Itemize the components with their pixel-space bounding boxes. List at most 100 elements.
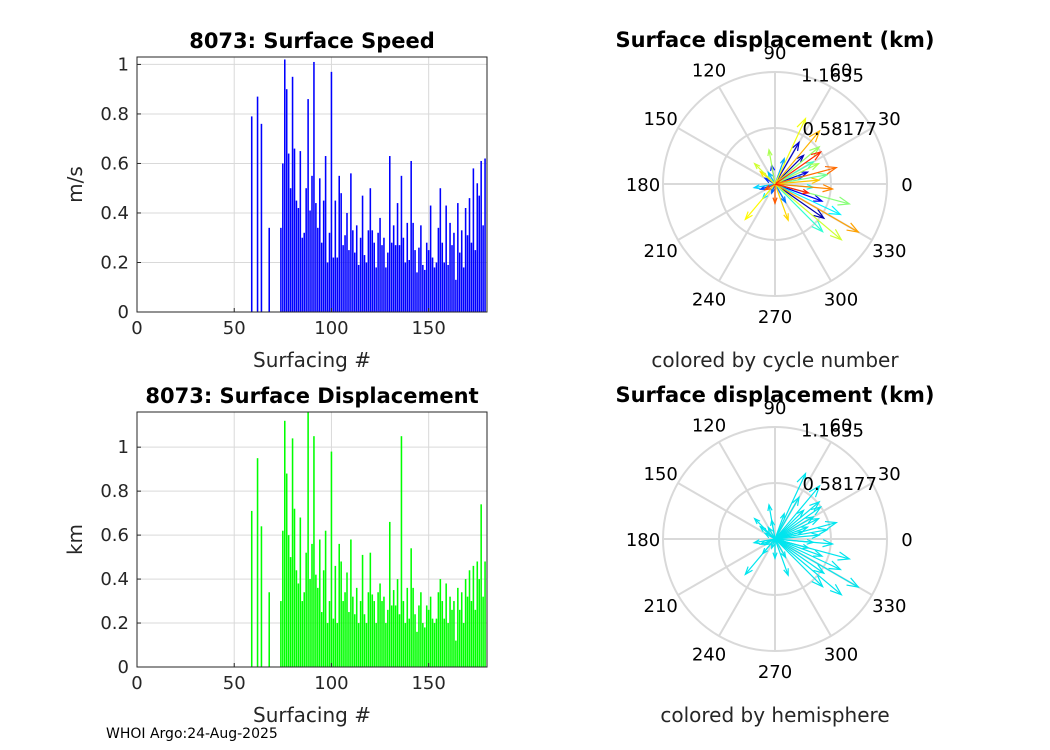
arrow-head (779, 512, 785, 520)
arrow-shaft (774, 501, 820, 540)
angle-label: 270 (758, 662, 792, 683)
displacement-arrow (774, 140, 800, 185)
arrow-shaft (774, 161, 814, 185)
bar (377, 232, 379, 312)
arrow-shaft (774, 538, 841, 571)
axes-box (136, 411, 488, 668)
arrow-shaft (744, 183, 776, 220)
y-tick-label: 0.4 (100, 203, 129, 224)
bar (478, 579, 480, 667)
bar (307, 99, 309, 313)
bar (330, 71, 333, 312)
bar (381, 245, 383, 312)
angle-label: 0 (901, 530, 912, 551)
bar (381, 601, 383, 667)
bar (355, 587, 358, 667)
bar (441, 242, 444, 312)
angle-label: 60 (830, 61, 853, 82)
bar (346, 212, 348, 312)
arrow-head (796, 509, 805, 518)
bar (291, 438, 294, 667)
bar (408, 260, 410, 312)
arrow-shaft (774, 183, 789, 221)
bar (466, 596, 469, 667)
bar (453, 232, 455, 312)
arrow-head (811, 532, 821, 540)
bar (319, 178, 321, 312)
bar (377, 592, 379, 667)
bar (373, 601, 375, 667)
arrow-head (753, 517, 761, 525)
credit-text: WHOI Argo:24-Aug-2025 (106, 726, 278, 742)
bar (447, 623, 449, 667)
arrow-head (796, 116, 807, 131)
angle-label: 330 (872, 241, 906, 262)
bar (402, 237, 405, 312)
chart-title: 8073: Surface Displacement (145, 384, 478, 408)
bar (365, 623, 368, 667)
ring-label-outer: 1.1635 (801, 421, 864, 442)
arrow-head (846, 222, 860, 234)
bar (256, 96, 259, 312)
displacement-arrow (774, 538, 860, 589)
bar (474, 250, 477, 312)
ring-label-inner: 0.58177 (803, 119, 877, 140)
bar (305, 552, 307, 667)
angle-label: 30 (878, 109, 901, 130)
bar (338, 543, 340, 667)
displacement-arrow (774, 150, 823, 185)
chart-caption: colored by cycle number (651, 348, 899, 372)
bar (357, 623, 360, 667)
x-tick-label: 50 (223, 318, 246, 339)
displacement-arrow (752, 183, 776, 190)
arrow-head (824, 520, 839, 530)
arrow-head (813, 564, 826, 575)
arrow-shaft (764, 538, 776, 546)
bar (394, 245, 397, 312)
bar (400, 175, 403, 312)
arrow-head (792, 140, 800, 151)
bar (328, 232, 331, 312)
bar (280, 227, 282, 312)
bar (422, 623, 424, 667)
bar (361, 554, 364, 667)
arrow-shaft (774, 538, 824, 588)
arrow-shaft (774, 473, 807, 540)
chart-title: Surface displacement (km) (615, 383, 934, 407)
arrow-head (809, 162, 821, 171)
bar (260, 526, 263, 667)
bar (435, 262, 438, 312)
bar (334, 565, 337, 667)
bar (354, 252, 356, 312)
bar (464, 208, 467, 312)
arrow-shaft (774, 183, 823, 202)
bar (328, 601, 331, 667)
displacement-arrow (774, 471, 807, 540)
displacement-arrow (774, 172, 829, 185)
arrow-head (828, 560, 843, 571)
displacement-arrow (774, 165, 839, 185)
arrow-head (779, 157, 785, 165)
arrow-shaft (774, 179, 820, 185)
arrow-head (783, 213, 789, 222)
bar (406, 587, 409, 667)
arrow-head (828, 205, 843, 216)
displacement-arrow (774, 527, 829, 540)
arrow-head (846, 577, 860, 589)
arrow-shaft (774, 538, 789, 576)
displacement-arrow (774, 520, 839, 540)
bar (293, 148, 296, 312)
bar (427, 250, 430, 312)
bar (412, 587, 414, 667)
bar (291, 76, 294, 313)
bar (309, 579, 311, 667)
arrow-shaft (774, 538, 809, 549)
y-tick-label: 0.2 (100, 613, 129, 634)
bar (324, 156, 327, 312)
bar (455, 640, 457, 667)
bar (301, 237, 304, 312)
bar (392, 225, 395, 312)
angle-label: 90 (764, 398, 787, 419)
arrow-shaft (774, 163, 819, 185)
bar (410, 160, 412, 312)
